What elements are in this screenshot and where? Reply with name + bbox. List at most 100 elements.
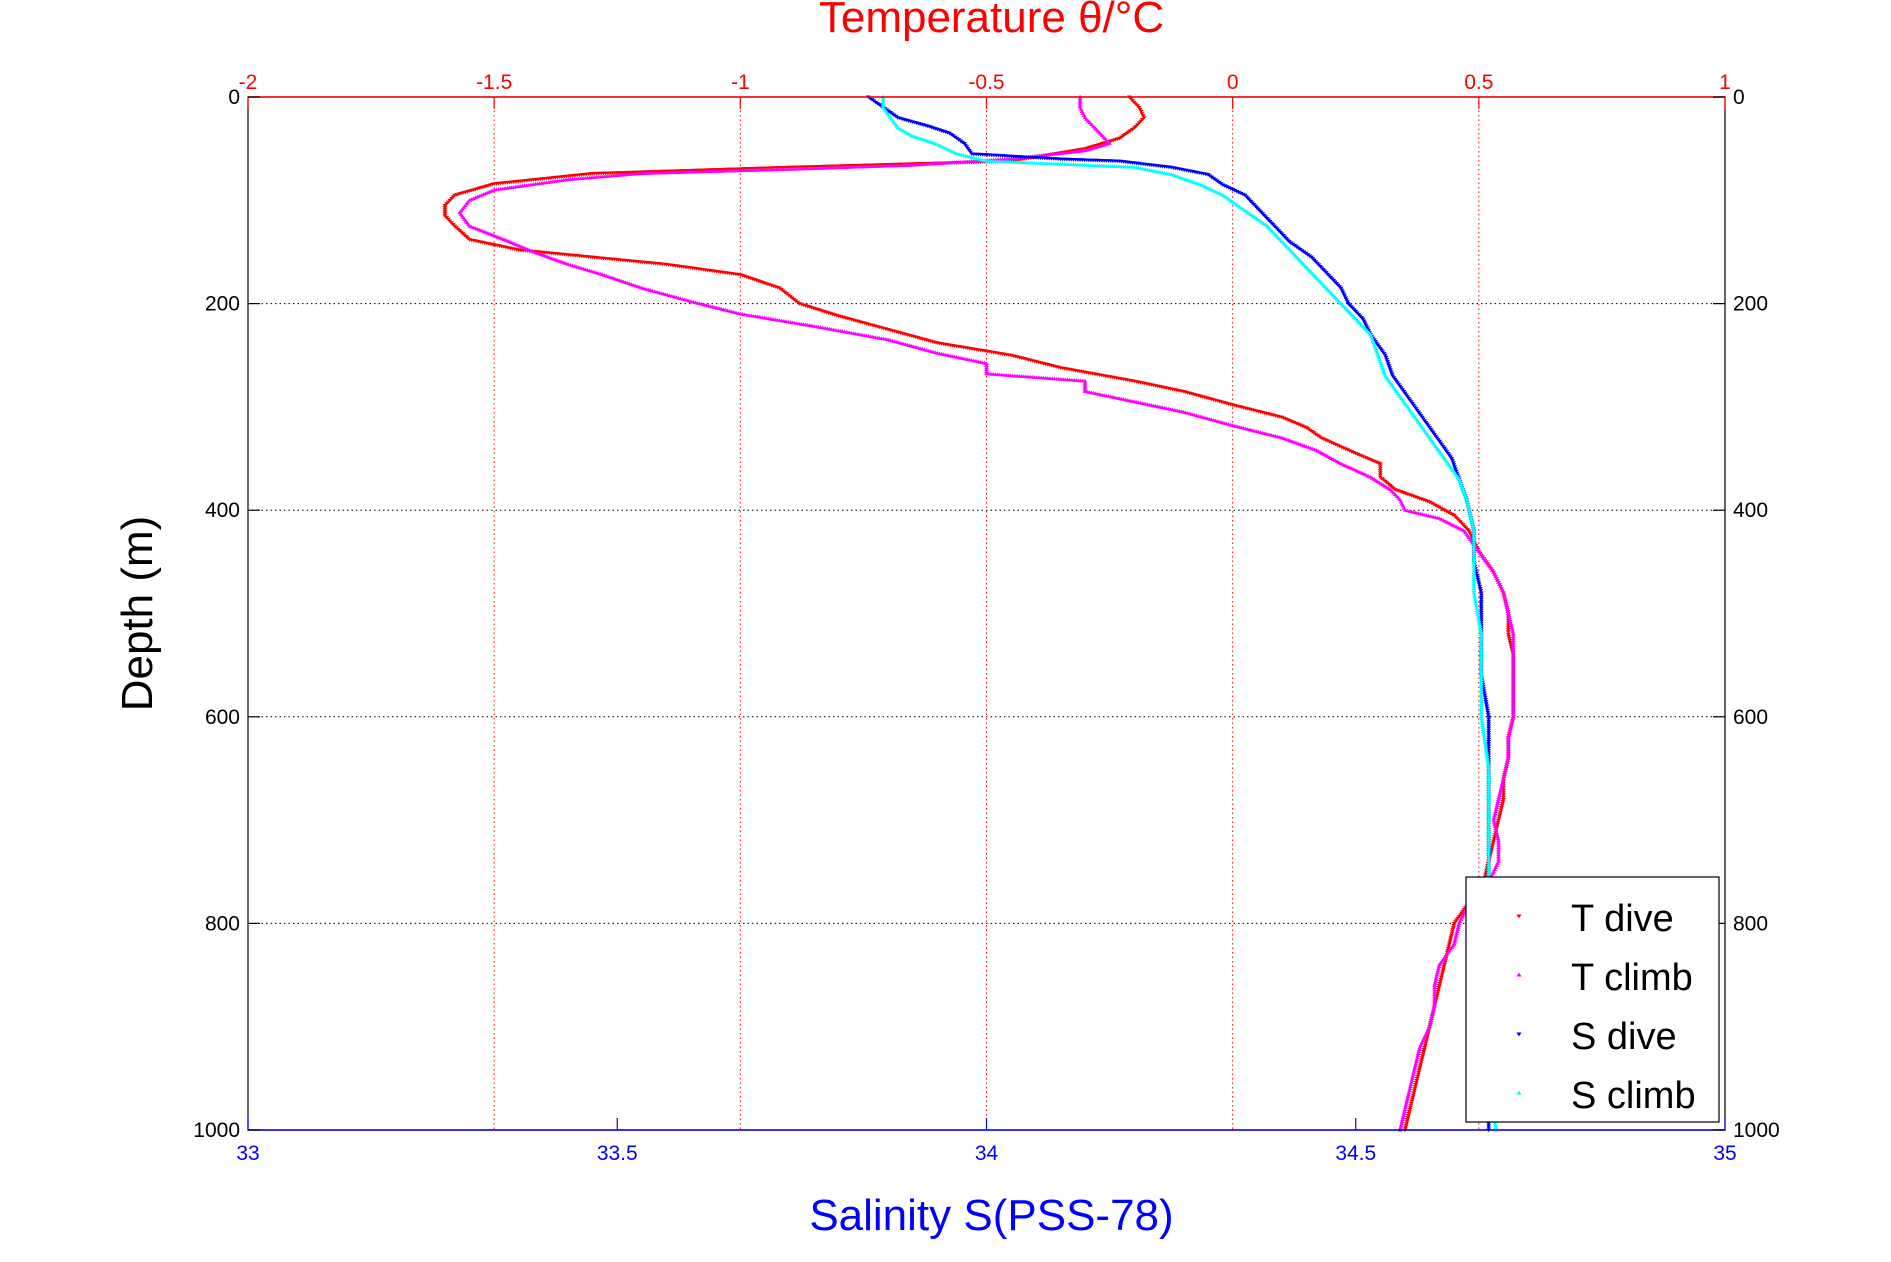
data-point <box>1377 473 1383 478</box>
data-point <box>1432 987 1437 992</box>
data-point <box>1404 1120 1410 1124</box>
data-point <box>1339 445 1344 450</box>
data-point <box>1459 485 1465 489</box>
data-point <box>1496 850 1501 854</box>
depth-tick-label-right: 1000 <box>1733 1119 1780 1142</box>
data-point <box>1360 317 1366 322</box>
data-point <box>1496 795 1502 799</box>
data-point <box>1333 442 1338 447</box>
data-point <box>1373 346 1379 351</box>
data-point <box>1448 934 1454 938</box>
data-point <box>1503 768 1508 772</box>
data-point <box>1500 800 1506 804</box>
data-point <box>1483 746 1489 751</box>
data-point <box>1082 383 1088 387</box>
data-point <box>1365 327 1371 331</box>
data-point <box>1342 294 1348 299</box>
data-point <box>1476 582 1482 587</box>
data-point <box>1482 738 1488 742</box>
data-point <box>1410 1074 1416 1078</box>
depth-tick-label-left: 400 <box>205 499 240 522</box>
data-point <box>1499 804 1505 808</box>
data-point <box>880 98 886 103</box>
data-point <box>1506 636 1512 641</box>
depth-tick-label-left: 600 <box>205 706 240 729</box>
data-point <box>1412 1063 1418 1068</box>
data-point <box>1478 684 1484 688</box>
data-point <box>1460 487 1466 491</box>
data-point <box>1234 189 1240 194</box>
data-point <box>1508 621 1514 626</box>
data-point <box>1371 342 1377 347</box>
data-point <box>1496 854 1501 859</box>
data-point <box>1388 368 1393 372</box>
data-point <box>1440 967 1446 972</box>
data-point <box>1467 531 1473 536</box>
data-point <box>1486 799 1492 804</box>
data-point <box>1500 780 1505 785</box>
data-point <box>1505 753 1511 758</box>
data-point <box>1478 668 1484 673</box>
data-point <box>1486 744 1492 749</box>
data-point <box>1407 1107 1413 1112</box>
data-point <box>1482 695 1488 700</box>
data-point <box>1477 586 1483 591</box>
data-point <box>1478 655 1484 660</box>
data-point <box>1455 927 1461 932</box>
data-point <box>1486 779 1492 784</box>
data-point <box>1478 688 1484 693</box>
data-point <box>1505 742 1511 746</box>
data-point <box>1468 515 1474 520</box>
data-point <box>1386 364 1392 368</box>
data-point <box>1471 548 1477 553</box>
data-point <box>1368 334 1374 339</box>
data-point <box>442 204 448 208</box>
data-point <box>1432 999 1437 1003</box>
data-point <box>1461 489 1466 494</box>
data-point <box>1471 553 1477 557</box>
data-point <box>1456 921 1462 925</box>
data-point <box>1452 465 1458 469</box>
data-point <box>1494 805 1499 810</box>
data-point <box>1478 708 1484 712</box>
data-point <box>1478 651 1484 656</box>
data-point <box>1337 444 1342 449</box>
data-point <box>1450 926 1456 930</box>
data-point <box>1501 776 1506 781</box>
data-point <box>1431 1008 1436 1012</box>
data-point <box>1437 981 1443 986</box>
data-point <box>1505 630 1511 635</box>
data-point <box>1377 464 1383 469</box>
data-point <box>1478 615 1484 619</box>
data-point <box>1423 1039 1429 1044</box>
data-point <box>880 101 886 105</box>
data-point <box>1415 1051 1421 1055</box>
data-point <box>1418 1062 1424 1067</box>
data-point <box>1486 728 1492 733</box>
data-point <box>1476 580 1482 584</box>
data-point <box>1472 597 1478 601</box>
depth-tick-label-right: 600 <box>1733 706 1768 729</box>
data-point <box>1461 491 1467 496</box>
data-point <box>1478 701 1484 706</box>
data-point <box>1450 928 1456 932</box>
data-point <box>1471 546 1477 551</box>
data-point <box>1417 1064 1423 1069</box>
data-point <box>1471 550 1477 555</box>
data-point <box>1507 617 1513 622</box>
data-point <box>1413 1061 1419 1066</box>
data-point <box>1370 338 1376 343</box>
data-point <box>1510 638 1516 643</box>
data-point <box>1468 517 1474 522</box>
data-point <box>1495 822 1500 827</box>
data-point <box>1471 530 1477 535</box>
data-point <box>880 96 886 101</box>
data-point <box>984 365 989 370</box>
data-point <box>1478 642 1484 647</box>
data-point <box>1471 535 1477 539</box>
data-point <box>1496 845 1501 850</box>
data-point <box>1383 355 1389 360</box>
data-point <box>1486 862 1492 867</box>
data-point <box>1486 824 1492 829</box>
data-point <box>1407 1109 1412 1114</box>
